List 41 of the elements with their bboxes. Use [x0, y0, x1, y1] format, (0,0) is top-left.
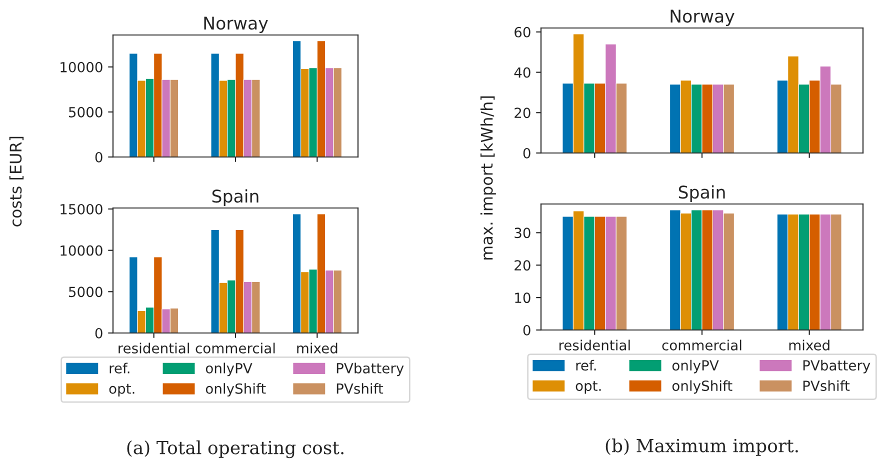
- legend-label: opt.: [109, 384, 134, 397]
- legend-label: PVbattery: [336, 362, 404, 376]
- y-tick-label: 5000: [69, 286, 102, 298]
- chart-title: Spain: [678, 185, 725, 202]
- legend-label: onlyPV: [672, 360, 719, 374]
- y-tick-label: 0: [95, 328, 102, 338]
- x-tick-label: commercial: [662, 340, 742, 350]
- legend-label: onlyShift: [672, 380, 732, 394]
- legend-label: onlyPV: [206, 362, 252, 376]
- chart-title: Spain: [212, 189, 258, 206]
- legend-label: onlyShift: [206, 383, 266, 397]
- x-tick-label: commercial: [196, 342, 275, 354]
- text: (a) Total operating cost.: [127, 440, 344, 458]
- chart-title: Norway: [670, 10, 734, 26]
- y-tick-label: 0: [523, 324, 530, 336]
- y-tick-label: 0: [523, 148, 530, 158]
- y-tick-label: 40: [514, 67, 530, 78]
- legend-label: opt.: [576, 381, 601, 394]
- y-tick-label: 0: [95, 152, 102, 162]
- y-tick-label: 5000: [69, 106, 102, 118]
- y-tick-label: 10: [515, 292, 530, 304]
- x-tick-label: mixed: [297, 342, 338, 354]
- y-tick-label: 20: [514, 108, 530, 118]
- y-tick-label: 15000: [60, 204, 102, 214]
- x-tick-label: mixed: [789, 340, 830, 350]
- text: (b) Maximum import.: [606, 438, 798, 456]
- legend-label: ref.: [576, 360, 596, 371]
- legend-label: PVshift: [803, 380, 850, 392]
- y-tick-label: 10000: [60, 245, 102, 256]
- y-axis-title: costs [EUR]: [9, 136, 24, 226]
- x-tick-label: residential: [559, 340, 630, 350]
- y-axis-title: max. import [kWh/h]: [480, 96, 496, 260]
- y-tick-label: 20: [514, 260, 530, 271]
- chart-title: Norway: [204, 16, 268, 34]
- legend-label: ref.: [110, 362, 130, 374]
- y-tick-label: 60: [514, 26, 530, 38]
- y-tick-label: 10000: [60, 62, 102, 72]
- legend-label: PVbattery: [803, 360, 870, 374]
- y-tick-label: 30: [514, 228, 530, 238]
- legend-label: PVshift: [336, 383, 384, 394]
- x-tick-label: residential: [118, 342, 189, 354]
